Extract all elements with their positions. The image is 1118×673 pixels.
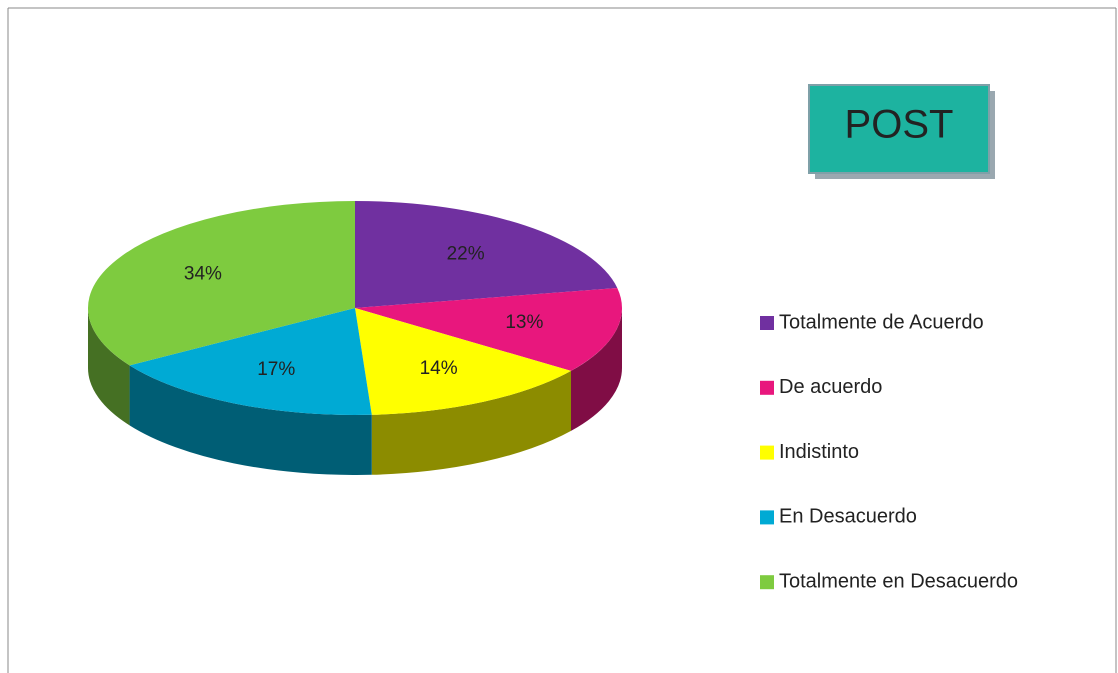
- legend-label: Totalmente en Desacuerdo: [779, 570, 1018, 592]
- data-label: 14%: [420, 358, 458, 379]
- pie-sides: [88, 308, 622, 475]
- pie-slice-side: [88, 308, 130, 426]
- pie-slice: [355, 201, 618, 308]
- pie-slice: [355, 287, 622, 371]
- pie-slice-side: [371, 370, 572, 475]
- legend-label: Indistinto: [779, 441, 859, 463]
- data-label: 34%: [184, 264, 222, 285]
- data-label: 22%: [447, 243, 485, 264]
- pie-slice: [88, 201, 356, 366]
- data-label: 17%: [257, 359, 295, 380]
- chart-title: POST: [845, 103, 954, 147]
- legend-swatch: [760, 575, 774, 590]
- pie-slice: [355, 308, 572, 415]
- legend-label: Totalmente de Acuerdo: [779, 311, 984, 333]
- pie-slice: [129, 308, 372, 415]
- legend-swatch: [760, 510, 774, 525]
- data-label: 13%: [505, 312, 543, 333]
- pie-tops: [88, 201, 622, 415]
- pie-slice-side: [129, 365, 372, 475]
- legend-label: De acuerdo: [779, 376, 882, 398]
- title-box: [808, 84, 990, 174]
- legend-swatch: [760, 445, 774, 460]
- pie-slice-side: [571, 308, 622, 431]
- legend-label: En Desacuerdo: [779, 506, 917, 528]
- legend-swatch: [760, 380, 774, 395]
- legend-swatch: [760, 316, 774, 330]
